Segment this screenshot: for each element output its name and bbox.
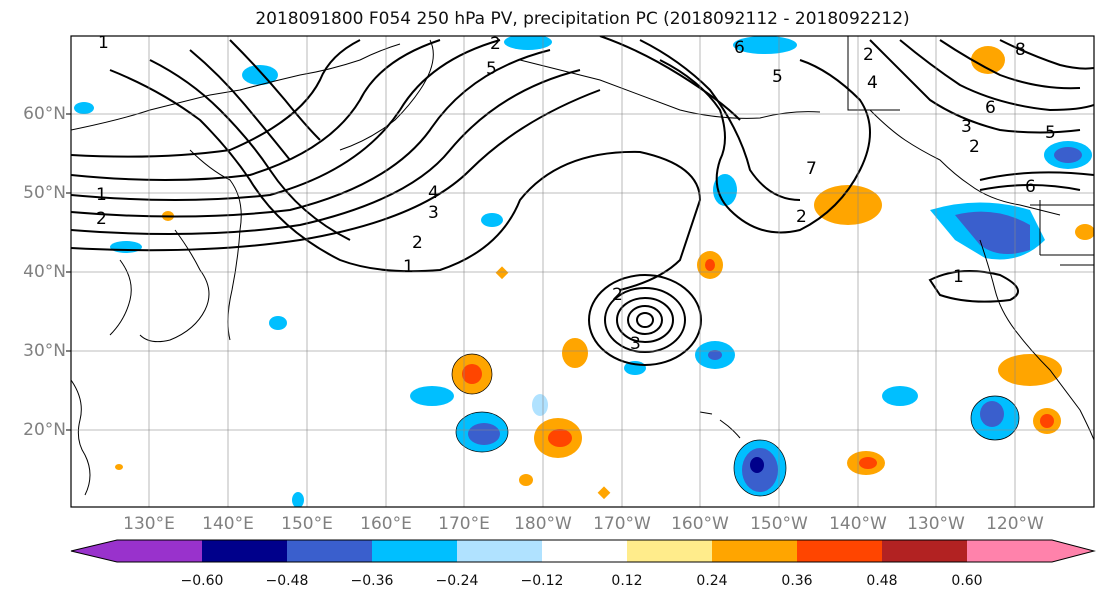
colorbar-tick-label: −0.36 (350, 573, 394, 589)
contour-label: 2 (863, 45, 874, 65)
contour-label: 6 (734, 38, 745, 58)
colorbar-bin (287, 540, 372, 562)
lon-label: 130°W (907, 514, 965, 534)
contour-label: 4 (867, 73, 878, 93)
contour-label: 2 (490, 34, 501, 54)
colorbar-tick-label: 0.36 (781, 573, 813, 589)
contour-label: 1 (98, 33, 109, 53)
contour-label: 5 (772, 67, 783, 87)
colorbar-tick-label: 0.12 (611, 573, 643, 589)
contour-label: 2 (412, 233, 423, 253)
lon-label: 170°W (593, 514, 651, 534)
contour-label: 1 (953, 267, 964, 287)
lon-label: 170°E (438, 514, 490, 534)
contour-label: 6 (1025, 177, 1036, 197)
lon-label: 130°E (123, 514, 175, 534)
lat-label: 60°N (23, 104, 66, 124)
contour-label: 4 (428, 183, 439, 203)
colorbar-tick-label: −0.60 (180, 573, 224, 589)
lon-label: 150°W (750, 514, 808, 534)
colorbar-bin (712, 540, 797, 562)
colorbar-tick-label: 0.48 (866, 573, 898, 589)
lat-label: 30°N (23, 341, 66, 361)
lon-label: 140°W (829, 514, 887, 534)
graticule (71, 36, 1094, 507)
colorbar-bin (967, 540, 1052, 562)
colorbar-tick-label: −0.12 (520, 573, 564, 589)
colorbar-tick-label: 0.60 (951, 573, 983, 589)
colorbar-bin (457, 540, 542, 562)
contour-label: 2 (969, 137, 980, 157)
colorbar-bin (797, 540, 882, 562)
lon-label: 160°E (360, 514, 412, 534)
contour-label: 6 (985, 98, 996, 118)
contour-label: 1 (403, 257, 414, 277)
pv-contours (71, 36, 1094, 366)
colorbar-bin (542, 540, 627, 562)
precip-shading (74, 36, 1094, 507)
lon-label: 120°W (986, 514, 1044, 534)
colorbar (70, 539, 1096, 563)
colorbar-tick-label: −0.48 (265, 573, 309, 589)
contour-label: 3 (428, 203, 439, 223)
contour-label: 2 (96, 209, 107, 229)
contour-label: 3 (630, 334, 641, 354)
contour-label: 1 (96, 185, 107, 205)
contour-label: 3 (961, 117, 972, 137)
contour-label: 7 (806, 159, 817, 179)
lon-label: 150°E (281, 514, 333, 534)
lat-label: 50°N (23, 183, 66, 203)
contour-label: 5 (1045, 123, 1056, 143)
coastlines (71, 36, 1094, 496)
contour-labels: 1 2 1 2 3 4 2 5 6 5 2 4 3 2 6 5 6 1 7 2 … (96, 33, 1056, 354)
colorbar-tick-label: 0.24 (696, 573, 728, 589)
colorbar-bin (372, 540, 457, 562)
colorbar-tick-label: −0.24 (435, 573, 479, 589)
colorbar-extend-high (1052, 540, 1094, 562)
colorbar-bin (627, 540, 712, 562)
contour-label: 2 (796, 207, 807, 227)
lon-label: 140°E (202, 514, 254, 534)
lon-label: 180°W (514, 514, 572, 534)
colorbar-bin (202, 540, 287, 562)
contour-label: 5 (486, 59, 497, 79)
colorbar-extend-low (71, 540, 117, 562)
contour-label: 8 (1015, 40, 1026, 60)
lat-label: 20°N (23, 420, 66, 440)
colorbar-bin (117, 540, 202, 562)
lon-label: 160°W (671, 514, 729, 534)
map-title: 2018091800 F054 250 hPa PV, precipitatio… (255, 9, 910, 29)
lat-label: 40°N (23, 262, 66, 282)
contour-label: 2 (612, 285, 623, 305)
colorbar-bin (882, 540, 967, 562)
